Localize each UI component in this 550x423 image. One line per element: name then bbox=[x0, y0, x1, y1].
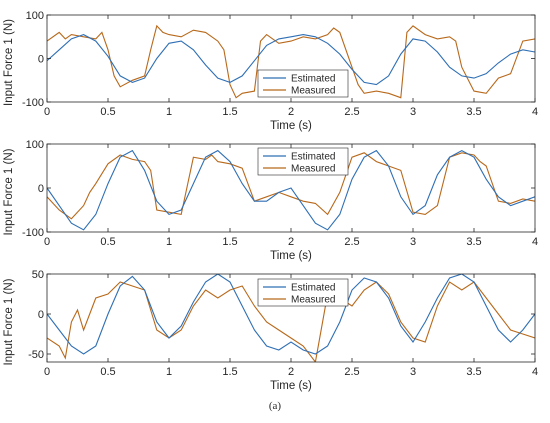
y-axis-label: Input Force 1 (N) bbox=[3, 278, 15, 365]
series-line-measured bbox=[47, 281, 535, 362]
x-tick-label: 3.5 bbox=[466, 366, 481, 378]
x-tick-label: 3 bbox=[410, 236, 416, 248]
legend-label-estimated: Estimated bbox=[291, 152, 335, 163]
x-tick-label: 3 bbox=[410, 366, 416, 378]
x-tick-label: 3.5 bbox=[466, 106, 481, 118]
series-line-measured bbox=[47, 24, 535, 99]
series-line-estimated bbox=[47, 274, 535, 355]
legend-label-estimated: Estimated bbox=[291, 283, 335, 294]
x-tick-label: 2 bbox=[288, 236, 294, 248]
y-tick-label: 50 bbox=[32, 269, 44, 281]
series-line-estimated bbox=[47, 34, 535, 86]
x-tick-label: 1.5 bbox=[222, 236, 237, 248]
x-tick-label: 1 bbox=[166, 366, 172, 378]
x-tick-label: 3 bbox=[410, 106, 416, 118]
x-tick-label: 0.5 bbox=[100, 366, 115, 378]
y-tick-label: 0 bbox=[38, 54, 44, 66]
x-tick-label: 0 bbox=[44, 236, 50, 248]
y-tick-label: -50 bbox=[28, 349, 44, 361]
x-tick-label: 4 bbox=[532, 366, 538, 378]
legend-label-measured: Measured bbox=[291, 164, 335, 175]
x-tick-label: 0 bbox=[44, 106, 50, 118]
x-tick-label: 4 bbox=[532, 236, 538, 248]
x-tick-label: 1.5 bbox=[222, 366, 237, 378]
y-tick-label: 100 bbox=[26, 10, 44, 22]
x-axis-label: Time (s) bbox=[270, 250, 312, 262]
y-tick-label: 0 bbox=[38, 183, 44, 195]
x-tick-label: 1 bbox=[166, 106, 172, 118]
y-tick-label: 100 bbox=[26, 139, 44, 151]
x-tick-label: 2 bbox=[288, 366, 294, 378]
y-axis-label: Input Force 1 (N) bbox=[3, 19, 15, 106]
x-axis-label: Time (s) bbox=[270, 120, 312, 132]
x-tick-label: 1 bbox=[166, 236, 172, 248]
x-tick-label: 0.5 bbox=[100, 106, 115, 118]
x-tick-label: 2.5 bbox=[344, 366, 359, 378]
x-tick-label: 2.5 bbox=[344, 106, 359, 118]
x-tick-label: 3.5 bbox=[466, 236, 481, 248]
x-tick-label: 2.5 bbox=[344, 236, 359, 248]
x-tick-label: 0 bbox=[44, 366, 50, 378]
y-tick-label: 0 bbox=[38, 309, 44, 321]
figure-caption: (a) bbox=[268, 400, 282, 412]
x-axis-label: Time (s) bbox=[270, 380, 312, 392]
x-tick-label: 2 bbox=[288, 106, 294, 118]
legend-label-measured: Measured bbox=[291, 295, 335, 306]
legend-label-measured: Measured bbox=[291, 86, 335, 97]
x-tick-label: 0.5 bbox=[100, 236, 115, 248]
legend-label-estimated: Estimated bbox=[291, 74, 335, 85]
y-tick-label: -100 bbox=[22, 227, 44, 239]
y-tick-label: -100 bbox=[22, 97, 44, 109]
x-tick-label: 1.5 bbox=[222, 106, 237, 118]
x-tick-label: 4 bbox=[532, 106, 538, 118]
y-axis-label: Input Force 1 (N) bbox=[3, 148, 15, 235]
series-line-estimated bbox=[47, 149, 535, 231]
